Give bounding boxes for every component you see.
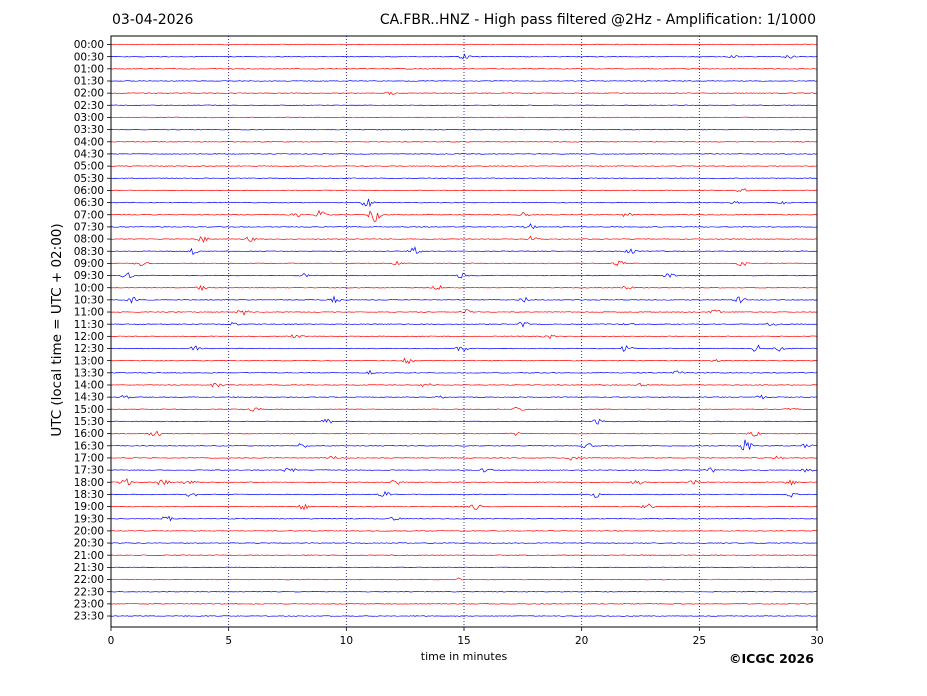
- trace-0900: [110, 260, 818, 267]
- y-tick-label: 10:30: [74, 294, 104, 306]
- y-tick-label: 07:00: [74, 209, 104, 221]
- y-tick-label: 08:00: [74, 234, 104, 246]
- y-tick-label: 20:00: [74, 526, 104, 538]
- y-tick-label: 13:00: [74, 355, 104, 367]
- x-tick-label: 20: [575, 635, 588, 647]
- y-tick-label: 22:00: [74, 574, 104, 586]
- y-tick-label: 20:30: [74, 538, 104, 550]
- y-tick-label: 01:30: [74, 76, 104, 88]
- trace-1800: [110, 478, 818, 486]
- trace-1830: [110, 490, 818, 498]
- y-tick-label: 04:30: [74, 149, 104, 161]
- trace-0500: [110, 165, 818, 167]
- y-tick-label: 19:30: [74, 513, 104, 525]
- y-tick-label: 06:00: [74, 185, 104, 197]
- y-tick-label: 06:30: [74, 197, 104, 209]
- y-tick-label: 16:30: [74, 440, 104, 452]
- trace-0000: [110, 43, 818, 46]
- x-tick-label: 0: [108, 635, 115, 647]
- chart-title: CA.FBR..HNZ - High pass filtered @2Hz - …: [379, 12, 816, 28]
- copyright-label: ©ICGC 2026: [729, 651, 814, 666]
- x-tick-label: 30: [810, 635, 823, 647]
- trace-0030: [110, 53, 818, 60]
- trace-2000: [110, 530, 818, 532]
- y-tick-label: 02:00: [74, 88, 104, 100]
- x-axis-label: time in minutes: [420, 650, 508, 663]
- y-tick-label: 23:00: [74, 598, 104, 610]
- trace-0630: [110, 198, 818, 208]
- y-tick-label: 15:00: [74, 404, 104, 416]
- y-tick-label: 18:00: [74, 477, 104, 489]
- plot-frame: [110, 35, 818, 628]
- x-tick-label: 25: [693, 635, 706, 647]
- y-tick-label: 15:30: [74, 416, 104, 428]
- y-tick-label: 14:30: [74, 392, 104, 404]
- trace-1700: [110, 455, 818, 461]
- y-tick-label: 19:00: [74, 501, 104, 513]
- trace-2330: [110, 615, 818, 617]
- trace-1500: [110, 407, 818, 412]
- y-tick-label: 00:00: [74, 39, 104, 51]
- x-tick-label: 10: [340, 635, 353, 647]
- y-tick-label: 01:00: [74, 63, 104, 75]
- x-tick-label: 5: [225, 635, 232, 647]
- y-tick-label: 10:00: [74, 282, 104, 294]
- y-tick-label: 03:30: [74, 124, 104, 136]
- trace-1900: [110, 503, 818, 511]
- y-tick-label: 09:00: [74, 258, 104, 270]
- y-tick-label: 07:30: [74, 222, 104, 234]
- y-tick-label: 00:30: [74, 51, 104, 63]
- y-tick-label: 14:00: [74, 380, 104, 392]
- y-tick-label: 11:30: [74, 319, 104, 331]
- trace-1530: [110, 418, 818, 425]
- y-tick-label: 12:00: [74, 331, 104, 343]
- y-tick-label: 23:30: [74, 611, 104, 623]
- y-tick-label: 03:00: [74, 112, 104, 124]
- y-tick-label: 12:30: [74, 343, 104, 355]
- trace-0800: [110, 235, 818, 243]
- trace-0530: [110, 177, 818, 179]
- trace-1730: [110, 467, 818, 473]
- y-tick-label: 17:30: [74, 465, 104, 477]
- trace-1930: [110, 515, 818, 522]
- date-label: 03-04-2026: [112, 12, 194, 28]
- trace-1000: [110, 284, 818, 292]
- y-tick-label: 16:00: [74, 428, 104, 440]
- trace-0600: [110, 188, 818, 193]
- x-tick-label: 15: [457, 635, 470, 647]
- y-tick-label: 05:30: [74, 173, 104, 185]
- trace-1600: [110, 430, 818, 437]
- trace-0830: [110, 246, 818, 256]
- trace-1430: [110, 394, 818, 400]
- y-tick-label: 21:30: [74, 562, 104, 574]
- y-tick-label: 22:30: [74, 586, 104, 598]
- y-tick-label: 04:00: [74, 136, 104, 148]
- trace-1030: [110, 295, 818, 304]
- y-tick-label: 18:30: [74, 489, 104, 501]
- y-tick-label: 17:00: [74, 453, 104, 465]
- y-tick-label: 11:00: [74, 307, 104, 319]
- trace-0100: [110, 68, 818, 70]
- trace-0700: [110, 209, 818, 222]
- trace-0730: [110, 223, 818, 230]
- y-tick-label: 08:30: [74, 246, 104, 258]
- y-tick-label: 02:30: [74, 100, 104, 112]
- y-tick-label: 21:00: [74, 550, 104, 562]
- y-tick-label: 13:30: [74, 367, 104, 379]
- y-tick-label: 05:00: [74, 161, 104, 173]
- y-tick-label: 09:30: [74, 270, 104, 282]
- trace-1630: [110, 439, 818, 451]
